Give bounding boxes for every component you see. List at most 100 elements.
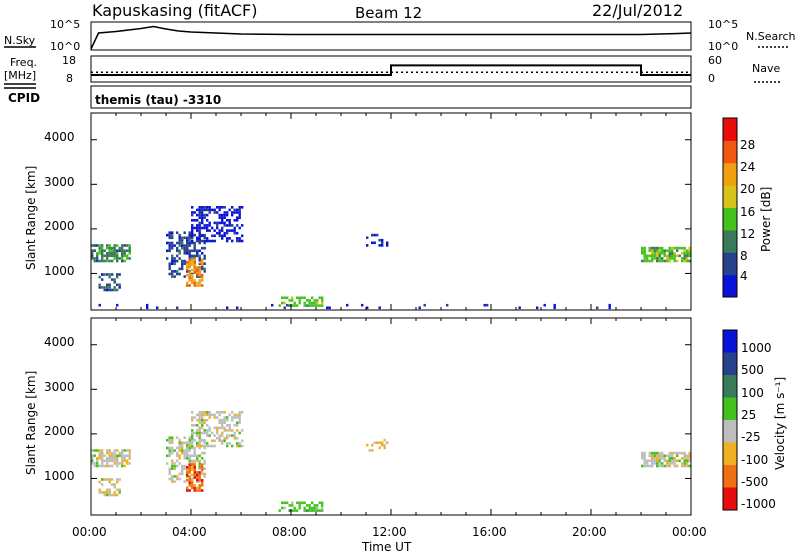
range-cell [206, 431, 209, 435]
range-cell [316, 506, 319, 510]
range-cell [108, 288, 111, 292]
range-cell [198, 436, 201, 439]
range-cell [213, 229, 216, 232]
range-cell [668, 257, 671, 260]
range-cell [683, 462, 686, 465]
range-cell [121, 254, 124, 258]
range-cell [171, 246, 174, 250]
range-cell [198, 275, 201, 278]
range-cell [201, 416, 204, 419]
range-cell [101, 457, 104, 460]
range-cell [183, 451, 186, 455]
range-cell [186, 449, 189, 452]
range-cell [168, 246, 171, 250]
range-cell [301, 296, 304, 300]
range-cell [661, 457, 664, 460]
range-cell [208, 221, 211, 225]
range-cell [236, 216, 239, 219]
xtick-1200: 12:00 [372, 525, 407, 539]
range-cell [176, 459, 179, 463]
range-cell [236, 413, 239, 417]
station-title: Kapuskasing (fitACF) [92, 1, 257, 20]
range-cell [371, 449, 374, 452]
range-cell [208, 239, 211, 243]
range-cell [201, 263, 204, 267]
range-cell [196, 275, 199, 278]
range-cell [643, 259, 646, 263]
range-cell [666, 257, 669, 260]
range-cell [91, 449, 94, 452]
range-cell [228, 424, 231, 427]
range-cell [193, 261, 196, 264]
range-cell [168, 272, 171, 276]
range-cell [293, 509, 296, 512]
range-cell [298, 501, 301, 505]
range-cell [321, 296, 324, 300]
range-cell [313, 304, 316, 307]
range-cell [236, 239, 239, 243]
range-cell [101, 286, 104, 289]
range-cell [321, 299, 324, 302]
range-cell [191, 424, 194, 427]
colorbar-segment [723, 465, 737, 488]
range-cell [218, 221, 221, 225]
range-cell [383, 438, 386, 442]
range-cell [688, 454, 691, 457]
range-cell [198, 261, 201, 264]
range-cell [123, 254, 126, 258]
range-cell [608, 303, 611, 307]
range-cell [198, 237, 201, 240]
range-cell [238, 239, 241, 243]
range-cell [328, 306, 331, 310]
range-cell [303, 304, 306, 307]
range-cell [208, 411, 211, 414]
range-cell [236, 306, 239, 310]
range-cell [168, 233, 171, 237]
range-cell [176, 241, 179, 245]
range-cell [168, 262, 171, 265]
range-cell [278, 509, 281, 512]
range-cell [196, 266, 199, 269]
range-cell [201, 211, 204, 214]
range-cell [316, 304, 319, 307]
power-colorbar-label: Power [dB] [759, 187, 773, 252]
range-cell [203, 467, 206, 470]
range-cell [176, 306, 179, 310]
range-cell [198, 221, 201, 225]
range-cell [683, 254, 686, 258]
range-cell [203, 418, 206, 422]
range-cell [198, 241, 201, 245]
range-cell [241, 429, 244, 432]
range-cell [206, 413, 209, 417]
range-cell [203, 438, 206, 442]
range-cell [181, 265, 184, 268]
range-cell [688, 464, 691, 468]
range-cell [196, 431, 199, 435]
range-cell [208, 434, 211, 437]
range-cell [123, 459, 126, 463]
range-cell [101, 278, 104, 281]
range-cell [683, 252, 686, 255]
range-cell [366, 244, 369, 247]
range-cell [211, 444, 214, 448]
range-cell [96, 459, 99, 463]
range-cell [171, 233, 174, 237]
range-cell [103, 464, 106, 468]
range-cell [116, 249, 119, 252]
range-cell [188, 457, 191, 460]
range-cell [96, 259, 99, 263]
range-cell [223, 416, 226, 419]
range-cell [288, 504, 291, 507]
range-cell [198, 429, 201, 432]
range-cell [181, 239, 184, 242]
range-cell [676, 459, 679, 463]
range-cell [101, 491, 104, 494]
range-cell [111, 451, 114, 455]
range-cell [361, 303, 364, 307]
range-cell [321, 301, 324, 305]
range-cell [293, 506, 296, 510]
range-cell [191, 219, 194, 222]
range-cell [186, 249, 189, 253]
range-cell [681, 246, 684, 250]
range-cell [193, 244, 196, 247]
